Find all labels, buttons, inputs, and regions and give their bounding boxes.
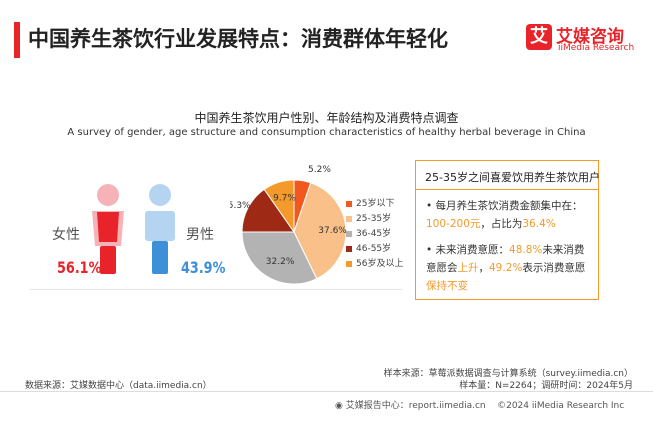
- chart-title: 中国养生茶饮用户性别、年龄结构及消费特点调查: [194, 111, 459, 125]
- insight-box: 25-35岁之间喜爱饮用养生茶饮用户 • 每月养生茶饮消费金额集中在：100-2…: [415, 160, 600, 300]
- iimedia-logo-mark: 艾: [526, 24, 552, 50]
- insight-bullet-intention: • 未来消费意愿：48.8%未来消费意愿会上升，49.2%表示消费意愿保持不变: [426, 244, 586, 292]
- legend-swatch: [346, 200, 352, 207]
- page-title: 中国养生茶饮行业发展特点：消费群体年轻化: [28, 27, 448, 51]
- sample-source: 样本来源：草莓派数据调查与计算系统（survey.iimedia.cn）: [383, 369, 633, 379]
- report-center-icon: ◉: [335, 401, 343, 411]
- legend-swatch: [346, 245, 352, 252]
- legend-item-46-55: 46-55岁: [346, 241, 391, 254]
- divider-line: [30, 289, 402, 290]
- logo-text-cn: 艾媒咨询: [556, 27, 624, 47]
- pie-label-46-55: 15.3%: [230, 201, 251, 211]
- male-figure-icon: [145, 184, 175, 274]
- legend-item-25-35: 25-35岁: [346, 211, 391, 224]
- age-pie-chart: 5.2% 37.6% 32.2% 15.3% 9.7%: [230, 165, 347, 285]
- legend-swatch: [346, 230, 352, 237]
- insight-heading: 25-35岁之间喜爱饮用养生茶饮用户: [425, 171, 600, 184]
- logo-text-en: iiMedia Research: [558, 43, 635, 53]
- pie-slice-46-55: [241, 188, 295, 233]
- pie-slice-56plus: [263, 179, 295, 234]
- legend-swatch: [346, 260, 352, 267]
- female-label: 女性: [52, 227, 80, 243]
- insight-divider: [416, 189, 598, 190]
- sample-size: 样本量：N=2264；调研时间：2024年5月: [459, 381, 633, 391]
- chart-subtitle: A survey of gender, age structure and co…: [67, 127, 586, 138]
- footer-divider: [0, 391, 653, 392]
- female-figure-icon: [92, 184, 124, 274]
- title-accent-bar: [14, 22, 20, 58]
- data-source: 数据来源：艾媒数据中心（data.iimedia.cn）: [25, 381, 212, 391]
- pie-label-25-35: 37.6%: [318, 226, 347, 236]
- footer-report-center: ◉ 艾媒报告中心：report.iimedia.cn ©2024 iiMedia…: [335, 398, 624, 411]
- male-label: 男性: [186, 227, 214, 243]
- pie-label-56plus: 9.7%: [273, 193, 296, 203]
- male-percent: 43.9%: [181, 258, 226, 277]
- legend-item-36-45: 36-45岁: [346, 226, 391, 239]
- insight-bullet-spending: • 每月养生茶饮消费金额集中在：100-200元，占比为36.4%: [426, 200, 583, 230]
- report-center-link[interactable]: 艾媒报告中心：report.iimedia.cn: [345, 401, 486, 411]
- pie-label-36-45: 32.2%: [266, 257, 295, 267]
- legend-item-56plus: 56岁及以上: [346, 256, 403, 269]
- copyright: ©2024 iiMedia Research Inc: [497, 401, 625, 411]
- legend-item-under25: 25岁以下: [346, 196, 394, 209]
- pie-slice-36-45: [241, 231, 318, 285]
- female-percent: 56.1%: [57, 258, 102, 277]
- pie-slice-25-35: [293, 182, 347, 280]
- legend-swatch: [346, 215, 352, 222]
- pie-label-under25: 5.2%: [308, 165, 331, 175]
